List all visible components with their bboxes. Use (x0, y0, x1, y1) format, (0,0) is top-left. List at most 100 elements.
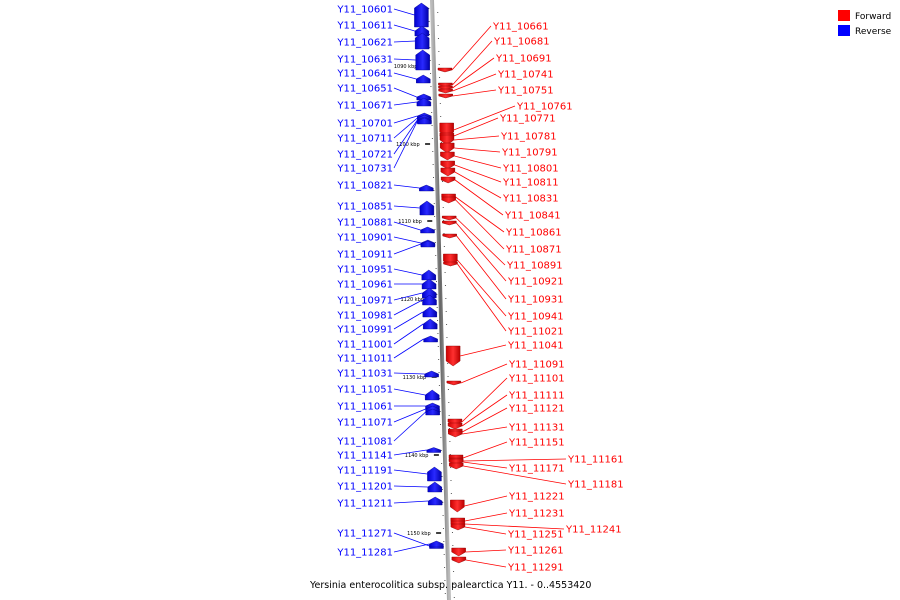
reverse-gene-label[interactable]: Y11_10631 (336, 55, 393, 66)
reverse-gene-label[interactable]: Y11_10981 (336, 311, 393, 322)
reverse-gene-label[interactable]: Y11_10711 (336, 134, 393, 145)
forward-gene-label[interactable]: Y11_11251 (507, 530, 564, 541)
forward-gene-arrow[interactable] (437, 67, 453, 73)
forward-gene-label[interactable]: Y11_10691 (495, 54, 552, 65)
forward-gene-label[interactable]: Y11_11121 (508, 404, 565, 415)
reverse-gene-arrow[interactable] (427, 481, 442, 493)
forward-gene-label[interactable]: Y11_10781 (500, 132, 557, 143)
reverse-gene-label[interactable]: Y11_11001 (336, 340, 393, 351)
forward-gene-label[interactable]: Y11_11221 (508, 492, 565, 503)
forward-gene-label[interactable]: Y11_11181 (567, 480, 624, 491)
reverse-gene-label[interactable]: Y11_11191 (336, 466, 393, 477)
forward-gene-label[interactable]: Y11_11161 (567, 455, 624, 466)
forward-gene-arrow[interactable] (439, 134, 455, 146)
reverse-gene-label[interactable]: Y11_10601 (336, 5, 393, 16)
forward-gene-arrow[interactable] (447, 422, 463, 430)
forward-gene-label[interactable]: Y11_10831 (502, 194, 559, 205)
reverse-gene-label[interactable]: Y11_11051 (336, 385, 393, 396)
forward-gene-arrow[interactable] (441, 196, 456, 204)
forward-gene-arrow[interactable] (446, 380, 462, 386)
reverse-gene-label[interactable]: Y11_10911 (336, 250, 393, 261)
forward-gene-arrow[interactable] (438, 88, 453, 94)
reverse-gene-label[interactable]: Y11_11201 (336, 482, 393, 493)
forward-gene-label[interactable]: Y11_11231 (508, 509, 565, 520)
reverse-gene-label[interactable]: Y11_11271 (336, 529, 393, 540)
reverse-gene-label[interactable]: Y11_10611 (336, 21, 393, 32)
reverse-gene-label[interactable]: Y11_10901 (336, 233, 393, 244)
reverse-gene-label[interactable]: Y11_11061 (336, 402, 393, 413)
forward-gene-arrow[interactable] (440, 176, 456, 184)
reverse-gene-arrow[interactable] (423, 335, 438, 343)
forward-gene-label[interactable]: Y11_10751 (497, 86, 554, 97)
forward-gene-arrow[interactable] (438, 93, 453, 99)
forward-gene-label[interactable]: Y11_10921 (507, 277, 564, 288)
forward-gene-arrow[interactable] (440, 160, 455, 170)
forward-gene-label[interactable]: Y11_10801 (502, 164, 559, 175)
forward-gene-arrow[interactable] (441, 215, 457, 221)
forward-gene-arrow[interactable] (445, 345, 461, 367)
forward-gene-label[interactable]: Y11_10681 (493, 37, 550, 48)
forward-gene-arrow[interactable] (451, 547, 466, 557)
forward-gene-label[interactable]: Y11_11101 (508, 374, 565, 385)
reverse-gene-label[interactable]: Y11_10991 (336, 325, 393, 336)
forward-gene-arrow[interactable] (439, 142, 455, 154)
reverse-gene-label[interactable]: Y11_10641 (336, 69, 393, 80)
reverse-gene-arrow[interactable] (416, 93, 431, 101)
forward-gene-label[interactable]: Y11_10791 (501, 148, 558, 159)
reverse-gene-label[interactable]: Y11_11011 (336, 354, 393, 365)
forward-gene-arrow[interactable] (443, 261, 458, 267)
forward-gene-arrow[interactable] (450, 499, 465, 513)
forward-gene-label[interactable]: Y11_11131 (508, 423, 565, 434)
reverse-gene-arrow[interactable] (429, 540, 444, 548)
reverse-gene-label[interactable]: Y11_10731 (336, 164, 393, 175)
forward-gene-arrow[interactable] (451, 556, 467, 564)
forward-gene-arrow[interactable] (442, 220, 457, 226)
reverse-gene-arrow[interactable] (427, 466, 442, 482)
forward-gene-label[interactable]: Y11_10891 (506, 261, 563, 272)
forward-gene-label[interactable]: Y11_10841 (504, 211, 561, 222)
forward-gene-label[interactable]: Y11_10771 (499, 114, 556, 125)
reverse-gene-label[interactable]: Y11_10621 (336, 38, 393, 49)
forward-gene-label[interactable]: Y11_10931 (507, 295, 564, 306)
forward-gene-label[interactable]: Y11_11261 (507, 546, 564, 557)
forward-gene-label[interactable]: Y11_10661 (492, 22, 549, 33)
forward-gene-arrow[interactable] (442, 233, 457, 239)
reverse-gene-arrow[interactable] (422, 294, 437, 306)
forward-gene-label[interactable]: Y11_11111 (508, 391, 565, 402)
forward-gene-arrow[interactable] (440, 151, 455, 161)
forward-gene-label[interactable]: Y11_11171 (508, 464, 565, 475)
reverse-gene-arrow[interactable] (424, 370, 439, 378)
reverse-gene-label[interactable]: Y11_10971 (336, 296, 393, 307)
forward-gene-label[interactable]: Y11_10741 (497, 70, 554, 81)
forward-gene-label[interactable]: Y11_11151 (508, 438, 565, 449)
forward-gene-label[interactable]: Y11_10761 (516, 102, 573, 113)
reverse-gene-label[interactable]: Y11_10821 (336, 181, 393, 192)
reverse-gene-arrow[interactable] (421, 269, 436, 281)
reverse-gene-arrow[interactable] (416, 97, 432, 107)
reverse-gene-label[interactable]: Y11_11281 (336, 548, 393, 559)
forward-gene-label[interactable]: Y11_10811 (502, 178, 559, 189)
forward-gene-label[interactable]: Y11_10941 (507, 312, 564, 323)
reverse-gene-arrow[interactable] (416, 74, 431, 84)
reverse-gene-label[interactable]: Y11_10881 (336, 218, 393, 229)
forward-gene-arrow[interactable] (450, 523, 466, 531)
reverse-gene-arrow[interactable] (415, 49, 430, 71)
reverse-gene-label[interactable]: Y11_11031 (336, 369, 393, 380)
reverse-gene-arrow[interactable] (414, 2, 429, 28)
reverse-gene-arrow[interactable] (427, 496, 443, 506)
reverse-gene-arrow[interactable] (419, 200, 435, 216)
forward-gene-label[interactable]: Y11_10871 (505, 245, 562, 256)
reverse-gene-arrow[interactable] (420, 240, 436, 248)
reverse-gene-label[interactable]: Y11_11141 (336, 451, 393, 462)
forward-gene-label[interactable]: Y11_11241 (565, 525, 622, 536)
forward-gene-label[interactable]: Y11_11091 (508, 360, 565, 371)
reverse-gene-label[interactable]: Y11_10961 (336, 280, 393, 291)
reverse-gene-arrow[interactable] (422, 318, 438, 330)
reverse-gene-arrow[interactable] (426, 447, 441, 453)
reverse-gene-label[interactable]: Y11_10651 (336, 84, 393, 95)
reverse-gene-arrow[interactable] (414, 32, 430, 50)
reverse-gene-arrow[interactable] (421, 278, 437, 290)
forward-gene-label[interactable]: Y11_11291 (507, 563, 564, 574)
reverse-gene-label[interactable]: Y11_11071 (336, 418, 393, 429)
forward-gene-label[interactable]: Y11_10861 (505, 228, 562, 239)
